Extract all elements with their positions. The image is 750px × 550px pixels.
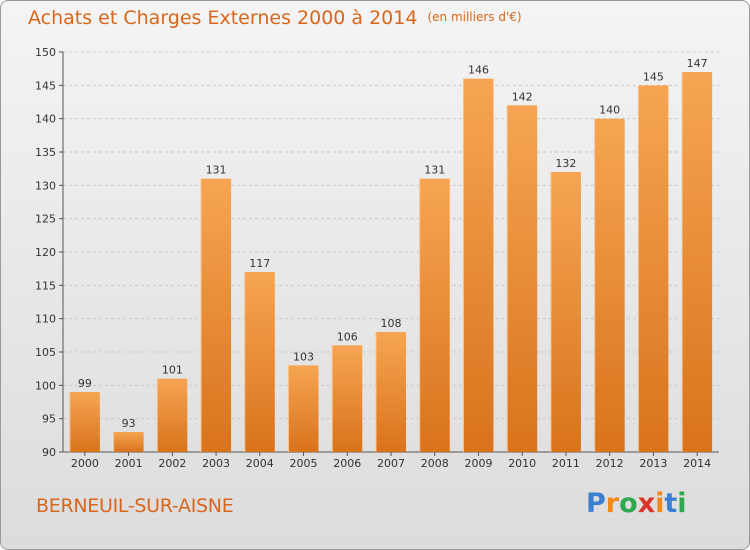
unit-label: (en milliers d'€) [427, 10, 522, 24]
data-label: 142 [512, 90, 533, 103]
data-label: 103 [293, 350, 314, 363]
y-tick-label: 105 [35, 346, 56, 359]
y-tick-label: 145 [35, 79, 56, 92]
x-tick-label: 2004 [246, 457, 274, 470]
data-label: 106 [337, 330, 358, 343]
bar [69, 392, 100, 452]
bar [288, 365, 319, 452]
y-tick-label: 100 [35, 379, 56, 392]
x-tick-label: 2002 [158, 457, 186, 470]
data-label: 108 [381, 317, 402, 330]
y-tick-label: 150 [35, 46, 56, 59]
data-label: 140 [599, 104, 620, 117]
logo-letter: r [605, 488, 620, 519]
x-tick-label: 2014 [683, 457, 711, 470]
x-tick-label: 2005 [290, 457, 318, 470]
y-tick-label: 125 [35, 213, 56, 226]
logo-letter: t [664, 488, 678, 519]
y-tick-label: 130 [35, 179, 56, 192]
x-tick-label: 2011 [552, 457, 580, 470]
bar [419, 178, 450, 452]
proxiti-logo: Proxiti [586, 488, 687, 519]
x-tick-label: 2009 [464, 457, 492, 470]
data-label: 146 [468, 64, 489, 77]
x-tick-label: 2001 [115, 457, 143, 470]
logo-letter: o [619, 488, 638, 519]
x-tick-label: 2010 [508, 457, 536, 470]
chart-title: Achats et Charges Externes 2000 à 2014 (e… [28, 7, 522, 29]
x-tick-label: 2012 [596, 457, 624, 470]
bar [244, 272, 275, 452]
logo-letter: x [637, 488, 656, 519]
bar [332, 345, 363, 452]
data-label: 147 [687, 57, 708, 70]
bar [638, 85, 669, 452]
y-tick-label: 135 [35, 146, 56, 159]
city-name: BERNEUIL-SUR-AISNE [36, 495, 234, 517]
data-label: 132 [555, 157, 576, 170]
x-tick-label: 2006 [333, 457, 361, 470]
data-label: 101 [162, 364, 183, 377]
data-label: 131 [424, 164, 445, 177]
y-tick-label: 110 [35, 313, 56, 326]
bar [376, 332, 406, 452]
x-tick-label: 2008 [421, 457, 449, 470]
bar [682, 72, 713, 452]
data-label: 99 [78, 377, 92, 390]
bar [550, 172, 581, 452]
x-tick-label: 2003 [202, 457, 230, 470]
data-label: 93 [122, 417, 136, 430]
bar [157, 378, 188, 452]
x-tick-label: 2013 [639, 457, 667, 470]
data-label: 145 [643, 70, 664, 83]
logo-letter: i [677, 488, 687, 519]
bar [201, 178, 232, 452]
x-tick-label: 2000 [71, 457, 99, 470]
bar [594, 118, 625, 453]
bar [113, 432, 144, 452]
x-tick-label: 2007 [377, 457, 405, 470]
data-label: 117 [249, 257, 270, 270]
logo-letter: P [586, 488, 606, 519]
y-tick-label: 90 [42, 446, 56, 459]
y-tick-label: 140 [35, 113, 56, 126]
bar [507, 105, 538, 452]
y-tick-label: 95 [42, 413, 56, 426]
logo-letter: i [655, 488, 665, 519]
y-tick-label: 115 [35, 279, 56, 292]
y-tick-label: 120 [35, 246, 56, 259]
bar [463, 78, 494, 453]
title-text: Achats et Charges Externes 2000 à 2014 [28, 7, 418, 29]
data-label: 131 [206, 164, 227, 177]
